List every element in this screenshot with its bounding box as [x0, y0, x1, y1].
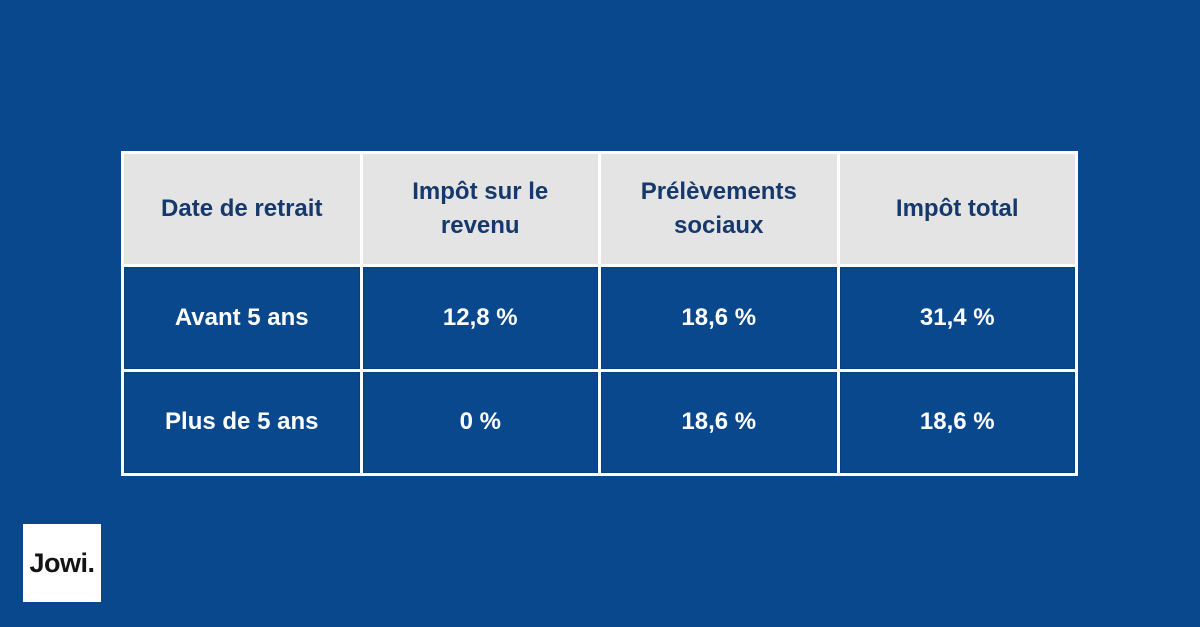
table-row-label: Avant 5 ans	[124, 267, 360, 369]
table-header-prelevements-sociaux: Prélèvements sociaux	[601, 154, 837, 264]
brand-logo-text: Jowi.	[29, 547, 95, 578]
tax-rates-table: Date de retrait Impôt sur le revenu Prél…	[121, 151, 1078, 476]
table-header-impot-sur-le-revenu: Impôt sur le revenu	[362, 154, 598, 264]
table-cell-value: 31,4 %	[839, 267, 1075, 369]
table-cell-value: 18,6 %	[839, 371, 1075, 473]
table-cell-value: 0 %	[362, 371, 598, 473]
table-cell-value: 18,6 %	[601, 267, 837, 369]
table-row-label: Plus de 5 ans	[124, 371, 360, 473]
table-cell-value: 18,6 %	[601, 371, 837, 473]
table-cell-value: 12,8 %	[362, 267, 598, 369]
table-header-date-de-retrait: Date de retrait	[124, 154, 360, 264]
brand-logo: Jowi.	[23, 524, 101, 602]
table-header-impot-total: Impôt total	[839, 154, 1075, 264]
